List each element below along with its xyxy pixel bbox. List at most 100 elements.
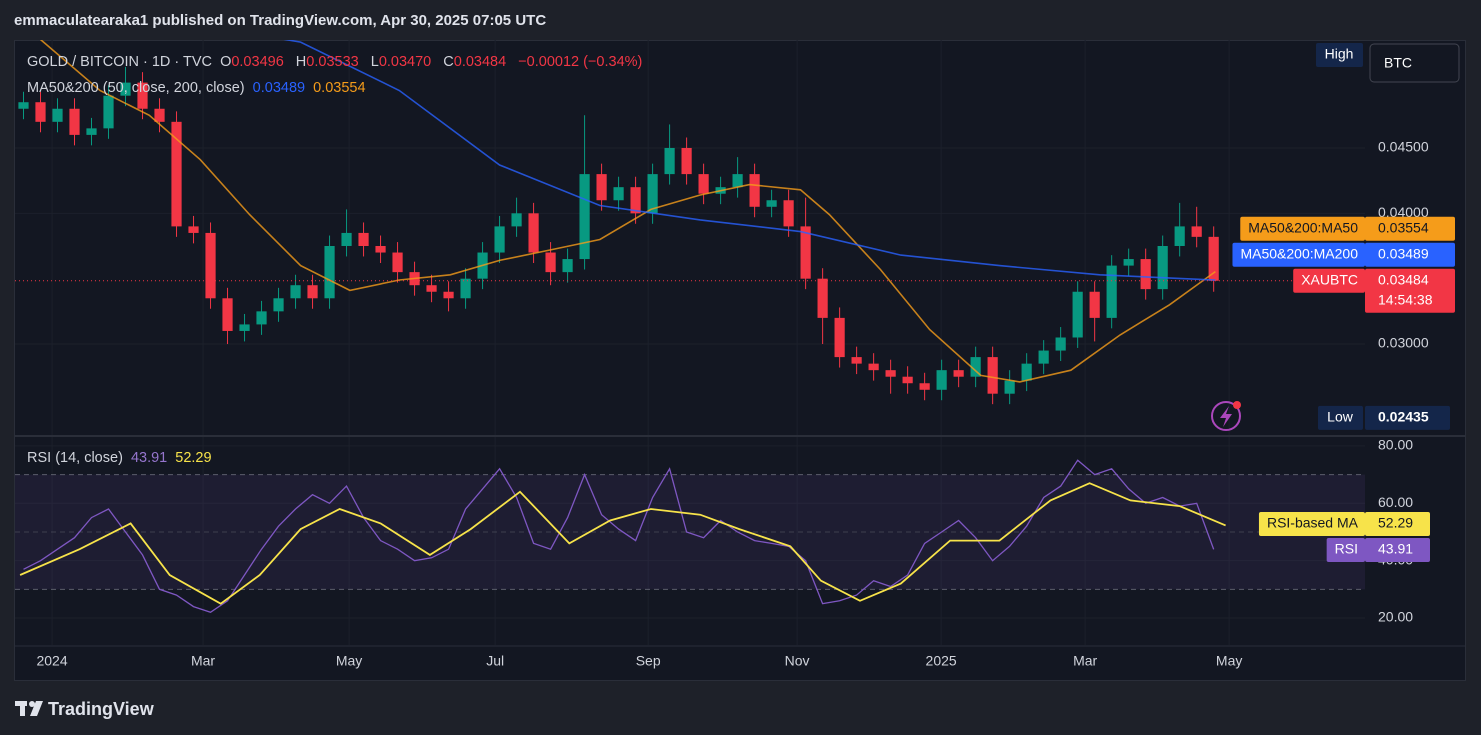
low-badge <box>1318 405 1363 430</box>
price-legend: GOLD / BITCOIN · 1D · TVC O0.03496 H0.03… <box>27 54 646 70</box>
ohlc-close: C0.03484 <box>443 54 510 70</box>
axis-tag <box>1365 216 1455 241</box>
symbol[interactable]: GOLD / BITCOIN · 1D · TVC <box>27 54 213 70</box>
candle-body <box>188 226 199 233</box>
rsi-ma-value: 52.29 <box>175 450 212 466</box>
candle-body <box>1123 259 1134 266</box>
high-label: High <box>1325 46 1354 62</box>
candle-body <box>936 370 947 390</box>
ohlc-open: O0.03496 <box>220 54 288 70</box>
indicator-name[interactable]: MA50&200 (50, close, 200, close) <box>27 80 245 96</box>
x-tick-label: Mar <box>191 653 215 669</box>
byline: emmaculatearaka1 published on TradingVie… <box>14 12 547 29</box>
ohlc-label: O <box>220 54 232 70</box>
ma-legend: MA50&200 (50, close, 200, close) 0.03489… <box>27 80 370 96</box>
candle-body <box>443 291 454 299</box>
x-tick-label: 2024 <box>36 653 67 669</box>
low-value-badge <box>1365 405 1450 430</box>
candle-body <box>885 370 896 377</box>
candle-body <box>1174 226 1185 246</box>
candle-body <box>834 317 845 358</box>
candle-body <box>460 278 471 299</box>
axis-tag-value: 0.03489 <box>1378 245 1429 261</box>
candle-body <box>562 259 573 273</box>
x-tick-label: Jul <box>486 653 504 669</box>
candle-body <box>290 285 301 299</box>
candle-body <box>103 95 114 129</box>
candle-body <box>681 147 692 175</box>
axis-tag-name: RSI-based MA <box>1267 515 1359 531</box>
y-tick-label: 0.04500 <box>1378 139 1429 155</box>
axis-tag-value: 43.91 <box>1378 541 1413 557</box>
tradingview-logo <box>15 701 43 716</box>
candle-body <box>256 311 267 325</box>
ohlc-high: H0.03533 <box>296 54 363 70</box>
candle-body <box>35 102 46 122</box>
axis-tag-value: 52.29 <box>1378 515 1413 531</box>
candle-body <box>222 298 233 331</box>
axis-tag-value: 0.03484 <box>1378 271 1429 287</box>
candle-body <box>494 226 505 253</box>
ohlc-low: L0.03470 <box>371 54 436 70</box>
low-value: 0.02435 <box>1378 409 1429 425</box>
candle-body <box>613 187 624 201</box>
candle-body <box>239 324 250 331</box>
line <box>23 459 1215 614</box>
rsi-legend: RSI (14, close) 43.91 52.29 <box>27 450 216 466</box>
currency-label[interactable]: BTC <box>1384 55 1412 71</box>
ohlc-value: 0.03533 <box>306 54 359 70</box>
candle-body <box>426 285 437 292</box>
candle-body <box>868 363 879 371</box>
candle-body <box>1021 363 1032 381</box>
candle-body <box>1004 380 1015 394</box>
brand: TradingView <box>48 699 154 719</box>
axis-tag-name: XAUBTC <box>1301 271 1358 287</box>
candle-body <box>1140 259 1151 290</box>
indicator-name[interactable]: RSI (14, close) <box>27 450 123 466</box>
candle-body <box>358 232 369 246</box>
candle-body <box>1055 337 1066 351</box>
candle-body <box>545 252 556 273</box>
alert-icon[interactable] <box>1211 401 1241 431</box>
candle-body <box>273 298 284 312</box>
currency-button[interactable] <box>1369 43 1460 83</box>
candle-body <box>341 232 352 246</box>
line <box>39 40 1216 383</box>
axis-tag-value: 0.03554 <box>1378 219 1429 235</box>
axis-tag-name: RSI <box>1335 541 1358 557</box>
y-tick-label: 0.03000 <box>1378 335 1429 351</box>
y-tick-label: 80.00 <box>1378 437 1413 453</box>
low-label: Low <box>1327 409 1354 425</box>
candle-body <box>987 357 998 394</box>
x-tick-label: May <box>1216 653 1242 669</box>
axis-tag <box>1326 538 1365 562</box>
axis-tag <box>1240 216 1365 241</box>
candle-body <box>324 245 335 299</box>
ma200-value: 0.03489 <box>252 80 306 96</box>
axis-tag-name: MA50&200:MA50 <box>1248 219 1358 235</box>
candle-body <box>851 357 862 364</box>
countdown: 14:54:38 <box>1378 291 1433 307</box>
candle-body <box>1106 265 1117 318</box>
ohlc-value: 0.03484 <box>453 54 507 70</box>
candle-body <box>647 174 658 214</box>
candle-body <box>171 121 182 227</box>
candle-body <box>1191 226 1202 237</box>
axis-tag <box>1365 242 1455 267</box>
axis-tag <box>1365 512 1430 536</box>
candle-body <box>137 82 148 109</box>
x-tick-label: 2025 <box>926 653 957 669</box>
candle-body <box>375 245 386 253</box>
axis-tag <box>1365 268 1455 313</box>
ma50-value: 0.03554 <box>313 80 366 96</box>
ohlc-label: C <box>443 54 454 70</box>
candle-body <box>579 174 590 260</box>
candle-body <box>1208 236 1219 281</box>
axis-tag <box>1232 242 1365 267</box>
x-tick-label: Nov <box>785 653 810 669</box>
ohlc-value: 0.03470 <box>378 54 432 70</box>
candle-body <box>698 174 709 194</box>
candle-body <box>749 174 760 207</box>
candle-body <box>783 200 794 227</box>
